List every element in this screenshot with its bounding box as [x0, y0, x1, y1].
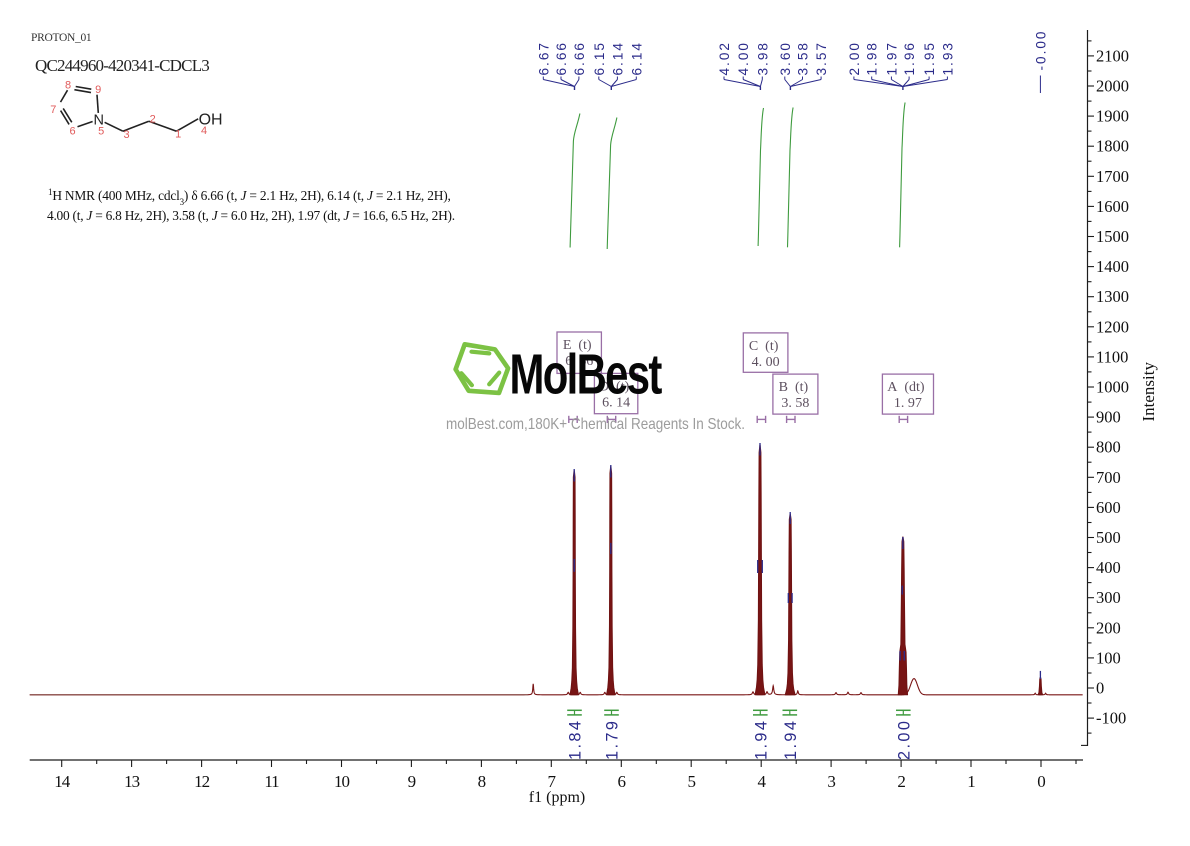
svg-text:4.00 (t, J = 6.8 Hz, 2H), 3.58: 4.00 (t, J = 6.8 Hz, 2H), 3.58 (t, J = 6… — [47, 208, 455, 223]
svg-text:2.00: 2.00 — [895, 719, 913, 760]
svg-text:1.94: 1.94 — [782, 719, 800, 760]
svg-text:1: 1 — [175, 128, 181, 140]
svg-text:10: 10 — [334, 772, 350, 791]
svg-text:6.66: 6.66 — [572, 41, 587, 75]
svg-text:N: N — [94, 113, 104, 129]
svg-text:3: 3 — [827, 772, 835, 791]
svg-text:OH: OH — [199, 112, 223, 129]
svg-text:4.00: 4.00 — [736, 41, 751, 75]
svg-text:14: 14 — [54, 772, 71, 791]
svg-text:1H NMR (400 MHz, cdcl3) δ 6.66: 1H NMR (400 MHz, cdcl3) δ 6.66 (t, J = 2… — [48, 187, 451, 207]
svg-text:7: 7 — [548, 772, 557, 791]
svg-text:3.98: 3.98 — [755, 41, 770, 75]
svg-text:300: 300 — [1096, 588, 1121, 607]
svg-text:9: 9 — [95, 84, 101, 96]
svg-text:1000: 1000 — [1096, 378, 1129, 397]
svg-text:6: 6 — [618, 772, 626, 791]
svg-text:MolBest: MolBest — [510, 342, 663, 406]
svg-text:1500: 1500 — [1096, 227, 1129, 246]
svg-text:-100: -100 — [1096, 709, 1126, 728]
svg-text:4.02: 4.02 — [717, 41, 732, 75]
svg-text:2: 2 — [897, 772, 905, 791]
svg-text:6: 6 — [69, 125, 75, 137]
svg-text:A (dt): A (dt) — [887, 380, 925, 395]
svg-text:900: 900 — [1096, 408, 1121, 427]
svg-text:100: 100 — [1096, 648, 1121, 667]
svg-text:1.97: 1.97 — [884, 41, 899, 75]
svg-text:7: 7 — [50, 104, 56, 116]
svg-text:6.14: 6.14 — [629, 41, 644, 75]
svg-text:6. 14: 6. 14 — [602, 395, 630, 410]
svg-text:E (t): E (t) — [563, 338, 592, 353]
svg-text:13: 13 — [124, 772, 140, 791]
svg-text:6.15: 6.15 — [592, 41, 607, 75]
svg-text:800: 800 — [1096, 438, 1121, 457]
svg-text:1.98: 1.98 — [865, 41, 880, 75]
svg-text:5: 5 — [687, 772, 695, 791]
svg-text:4: 4 — [201, 125, 207, 137]
svg-text:1.93: 1.93 — [940, 41, 955, 75]
svg-text:1.96: 1.96 — [902, 41, 917, 75]
svg-text:700: 700 — [1096, 468, 1121, 487]
svg-text:4: 4 — [757, 772, 766, 791]
svg-text:600: 600 — [1096, 498, 1121, 517]
svg-text:PROTON_01: PROTON_01 — [31, 32, 92, 44]
svg-text:6.66: 6.66 — [554, 41, 569, 75]
svg-text:1700: 1700 — [1096, 167, 1129, 186]
svg-text:Intensity: Intensity — [1139, 362, 1158, 422]
svg-text:8: 8 — [65, 79, 71, 91]
svg-text:2.00: 2.00 — [847, 41, 862, 75]
svg-text:3. 58: 3. 58 — [781, 396, 809, 411]
svg-text:1800: 1800 — [1096, 137, 1129, 156]
svg-text:0: 0 — [1096, 679, 1104, 698]
svg-text:5: 5 — [98, 126, 104, 138]
svg-text:9: 9 — [408, 772, 416, 791]
svg-text:-0.00: -0.00 — [1033, 30, 1048, 71]
svg-text:1.95: 1.95 — [922, 41, 937, 75]
svg-text:2: 2 — [150, 114, 156, 126]
svg-text:QC244960-420341-CDCL3: QC244960-420341-CDCL3 — [35, 56, 209, 75]
svg-text:11: 11 — [264, 772, 279, 791]
svg-text:6.14: 6.14 — [610, 41, 625, 75]
svg-text:400: 400 — [1096, 558, 1121, 577]
svg-text:4. 00: 4. 00 — [752, 355, 780, 370]
svg-text:1.79: 1.79 — [604, 719, 622, 760]
svg-text:3.60: 3.60 — [778, 41, 793, 75]
svg-text:1.94: 1.94 — [752, 719, 770, 760]
svg-text:1600: 1600 — [1096, 197, 1129, 216]
svg-text:200: 200 — [1096, 618, 1121, 637]
svg-text:12: 12 — [194, 772, 210, 791]
svg-text:1200: 1200 — [1096, 317, 1129, 336]
svg-text:1300: 1300 — [1096, 287, 1129, 306]
svg-text:2100: 2100 — [1096, 46, 1129, 65]
svg-text:1: 1 — [967, 772, 975, 791]
svg-text:1.84: 1.84 — [567, 719, 585, 760]
svg-text:2000: 2000 — [1096, 77, 1129, 96]
svg-text:3.58: 3.58 — [796, 41, 811, 75]
svg-text:6.67: 6.67 — [536, 41, 551, 75]
svg-text:8: 8 — [478, 772, 486, 791]
svg-text:C (t): C (t) — [749, 339, 779, 354]
svg-text:molBest.com,180K+ Chemical Rea: molBest.com,180K+ Chemical Reagents In S… — [446, 416, 745, 433]
svg-text:1400: 1400 — [1096, 257, 1129, 276]
svg-text:0: 0 — [1037, 772, 1045, 791]
svg-text:1. 97: 1. 97 — [894, 396, 922, 411]
svg-text:3.57: 3.57 — [814, 41, 829, 75]
svg-text:1900: 1900 — [1096, 107, 1129, 126]
svg-text:f1 (ppm): f1 (ppm) — [529, 789, 585, 806]
svg-text:B (t): B (t) — [779, 380, 809, 395]
svg-text:6. 66: 6. 66 — [565, 354, 593, 369]
svg-text:3: 3 — [123, 129, 129, 141]
svg-text:1100: 1100 — [1096, 347, 1128, 366]
svg-text:D (t): D (t) — [599, 379, 630, 394]
svg-text:500: 500 — [1096, 528, 1121, 547]
